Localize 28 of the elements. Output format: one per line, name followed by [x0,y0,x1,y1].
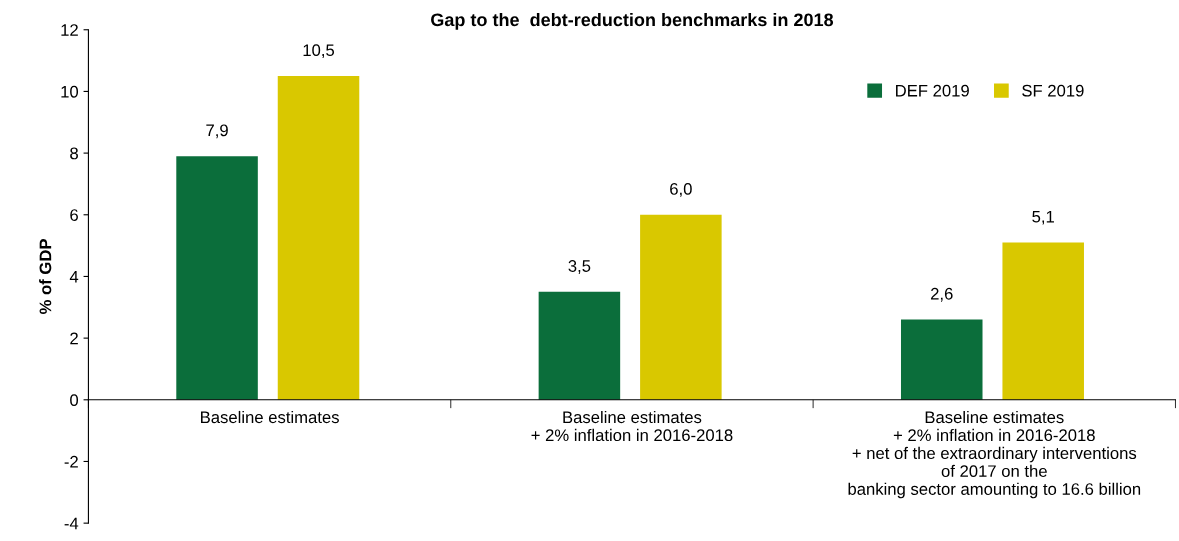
y-axis-title: % of GDP [39,239,52,314]
y-tick-label: 8 [70,147,78,160]
y-tick-label: 2 [70,332,78,345]
bar [176,156,258,400]
data-label: 2,6 [931,287,953,302]
bar [640,214,722,400]
legend-label: DEF 2019 [896,84,969,97]
y-tick-label: -4 [64,517,79,530]
x-tick-label: Baseline estimates [201,410,339,424]
x-tick-label: Baseline estimates + 2% inflation in 2016-2018 + net of the extraordinary interventions of 2017 on the banking sector amounting to 16.6 billion [848,410,1141,499]
data-label: 6,0 [670,183,692,197]
data-label: 3,5 [568,260,591,274]
data-label: 10,5 [303,44,335,59]
y-tick-label: 4 [69,271,79,283]
data-label: 7,9 [206,124,228,139]
y-tick-label: 0 [70,394,79,406]
y-tick-label: -2 [64,455,78,468]
bar [538,291,621,400]
bar [900,319,983,400]
data-label: 5,1 [1032,210,1054,225]
bar [277,76,360,400]
x-tick-label: Baseline estimates + 2% inflation in 2016-2018 [531,410,733,442]
y-tick-label: 12 [61,24,78,36]
chart-title: Gap to the debt-reduction benchmarks in 2018 [431,12,834,30]
y-tick-label: 10 [61,85,79,98]
bar [1002,242,1084,400]
y-tick-label: 6 [70,209,78,221]
legend-label: SF 2019 [1022,84,1084,97]
